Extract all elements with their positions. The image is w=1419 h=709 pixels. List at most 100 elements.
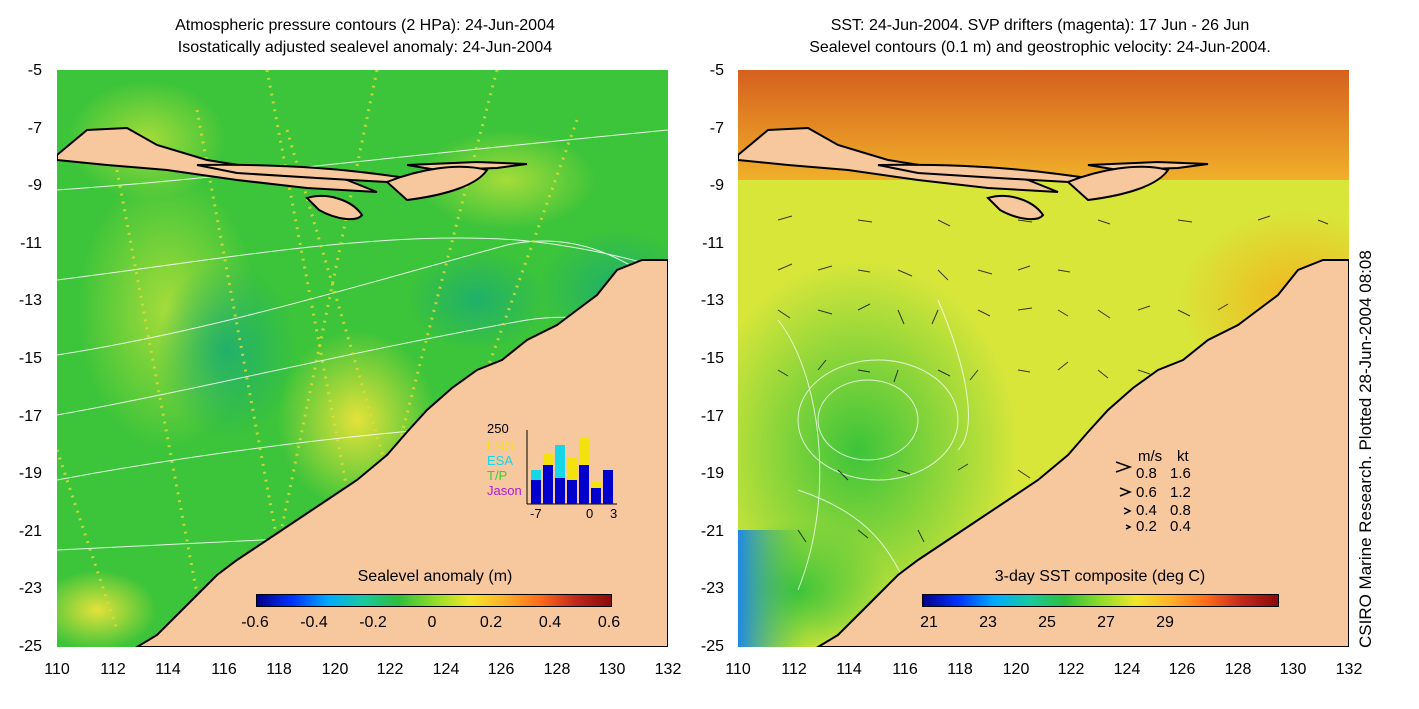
left-xtick-120: 120 [321, 661, 349, 678]
right-ytick-neg17: -17 [700, 408, 724, 425]
right-cb-tick-27: 27 [1097, 614, 1115, 631]
left-cb-tick-2: -0.2 [359, 614, 387, 631]
right-xtick-112: 112 [781, 661, 807, 678]
left-cb-tick-1: -0.4 [300, 614, 328, 631]
right-australia-land [816, 259, 1349, 647]
speed-legend-kt-1: 1.6 [1170, 465, 1191, 482]
left-xtick-116: 116 [211, 661, 237, 678]
right-ytick-neg9: -9 [709, 177, 724, 194]
speed-legend-kt-3: 0.8 [1170, 502, 1191, 519]
left-ytick-neg15: -15 [18, 350, 42, 367]
right-ytick-neg15: -15 [700, 350, 724, 367]
speed-legend-ms-header: m/s [1138, 448, 1163, 465]
left-xtick-118: 118 [266, 661, 292, 678]
right-xtick-114: 114 [836, 661, 862, 678]
left-ytick-neg9: -9 [27, 177, 42, 194]
left-xtick-130: 130 [598, 661, 626, 678]
left-colorbar-label: Sealevel anomaly (m) [357, 568, 513, 585]
histogram-legend-ers: ERS [487, 438, 514, 453]
anomaly-low-1 [157, 260, 297, 440]
left-ytick-neg13: -13 [18, 292, 42, 309]
histogram-xtick-0: 0 [586, 506, 594, 521]
right-xtick-124: 124 [1113, 661, 1141, 678]
right-xtick-122: 122 [1057, 661, 1085, 678]
left-map-panel[interactable] [57, 70, 668, 647]
left-australia-land [135, 259, 668, 647]
speed-legend-kt-header: kt [1177, 448, 1189, 465]
left-cb-tick-3: 0 [427, 614, 437, 631]
left-xtick-110: 110 [44, 661, 70, 678]
right-cb-tick-23: 23 [979, 614, 997, 631]
right-xtick-130: 130 [1279, 661, 1307, 678]
right-xtick-120: 120 [1002, 661, 1030, 678]
right-xtick-110: 110 [725, 661, 751, 678]
left-title-line2: Isostatically adjusted sealevel anomaly:… [177, 39, 553, 56]
left-ytick-neg19: -19 [18, 465, 42, 482]
left-xtick-112: 112 [100, 661, 126, 678]
right-islands [738, 126, 1209, 221]
right-xtick-118: 118 [947, 661, 973, 678]
right-map-svg [738, 70, 1349, 647]
histogram-ymax-label: 250 [487, 421, 509, 436]
left-cb-tick-0: -0.6 [241, 614, 269, 631]
right-cb-tick-25: 25 [1038, 614, 1056, 631]
right-xtick-126: 126 [1168, 661, 1196, 678]
left-ytick-neg5: -5 [27, 62, 42, 79]
histogram-legend-jason: Jason [487, 483, 522, 498]
right-xtick-116: 116 [892, 661, 918, 678]
right-xtick-132: 132 [1335, 661, 1363, 678]
left-xtick-126: 126 [487, 661, 515, 678]
right-ytick-neg7: -7 [709, 120, 724, 137]
left-xtick-128: 128 [543, 661, 571, 678]
speed-legend-arrows [1115, 461, 1133, 530]
left-cb-tick-6: 0.6 [597, 614, 621, 631]
right-ytick-neg23: -23 [700, 580, 724, 597]
right-cb-tick-21: 21 [920, 614, 938, 631]
right-ytick-neg25: -25 [700, 638, 724, 655]
left-cb-tick-5: 0.4 [538, 614, 562, 631]
left-ytick-neg11: -11 [20, 235, 42, 252]
histogram-legend-esa: ESA [487, 453, 514, 468]
satellite-histogram-inset [526, 430, 617, 505]
speed-legend-kt-2: 1.2 [1170, 484, 1191, 501]
right-title-line2: Sealevel contours (0.1 m) and geostrophi… [809, 39, 1271, 56]
right-colorbar-label: 3-day SST composite (deg C) [994, 568, 1206, 585]
right-xtick-128: 128 [1224, 661, 1252, 678]
left-ytick-neg21: -21 [18, 523, 42, 540]
left-ytick-neg23: -23 [18, 580, 42, 597]
left-colorbar [256, 594, 612, 607]
left-xtick-114: 114 [155, 661, 181, 678]
left-xtick-122: 122 [376, 661, 404, 678]
right-ytick-neg21: -21 [700, 523, 724, 540]
left-cb-tick-4: 0.2 [479, 614, 503, 631]
right-map-panel[interactable] [738, 70, 1349, 647]
left-ytick-neg25: -25 [18, 638, 42, 655]
anomaly-low-3 [407, 250, 547, 350]
right-ytick-neg13: -13 [700, 292, 724, 309]
speed-legend-kt-4: 0.4 [1170, 518, 1191, 535]
histogram-xtick-3: 3 [610, 506, 618, 521]
left-map-svg [57, 70, 668, 647]
right-cb-tick-29: 29 [1156, 614, 1174, 631]
cold-edge-sw [738, 530, 808, 647]
speed-legend-ms-4: 0.2 [1136, 518, 1157, 535]
anomaly-high-5 [57, 570, 157, 647]
credit-text: CSIRO Marine Research. Plotted 28-Jun-20… [1356, 250, 1375, 648]
left-xtick-132: 132 [654, 661, 682, 678]
right-ytick-neg19: -19 [700, 465, 724, 482]
right-ytick-neg5: -5 [709, 62, 724, 79]
histogram-legend-tp: T/P [487, 468, 508, 483]
speed-legend-ms-3: 0.4 [1136, 502, 1157, 519]
right-ytick-neg11: -11 [702, 235, 724, 252]
left-islands [57, 126, 528, 221]
histogram-xtick-neg7: -7 [530, 506, 542, 521]
right-title-line1: SST: 24-Jun-2004. SVP drifters (magenta)… [830, 17, 1250, 34]
left-ytick-neg7: -7 [27, 120, 42, 137]
left-title-line1: Atmospheric pressure contours (2 HPa): 2… [175, 17, 555, 34]
speed-legend-ms-2: 0.6 [1136, 484, 1157, 501]
left-xtick-124: 124 [432, 661, 460, 678]
right-colorbar [922, 594, 1279, 607]
anomaly-high-4 [417, 130, 597, 230]
left-ytick-neg17: -17 [18, 408, 42, 425]
speed-legend-ms-1: 0.8 [1136, 465, 1157, 482]
